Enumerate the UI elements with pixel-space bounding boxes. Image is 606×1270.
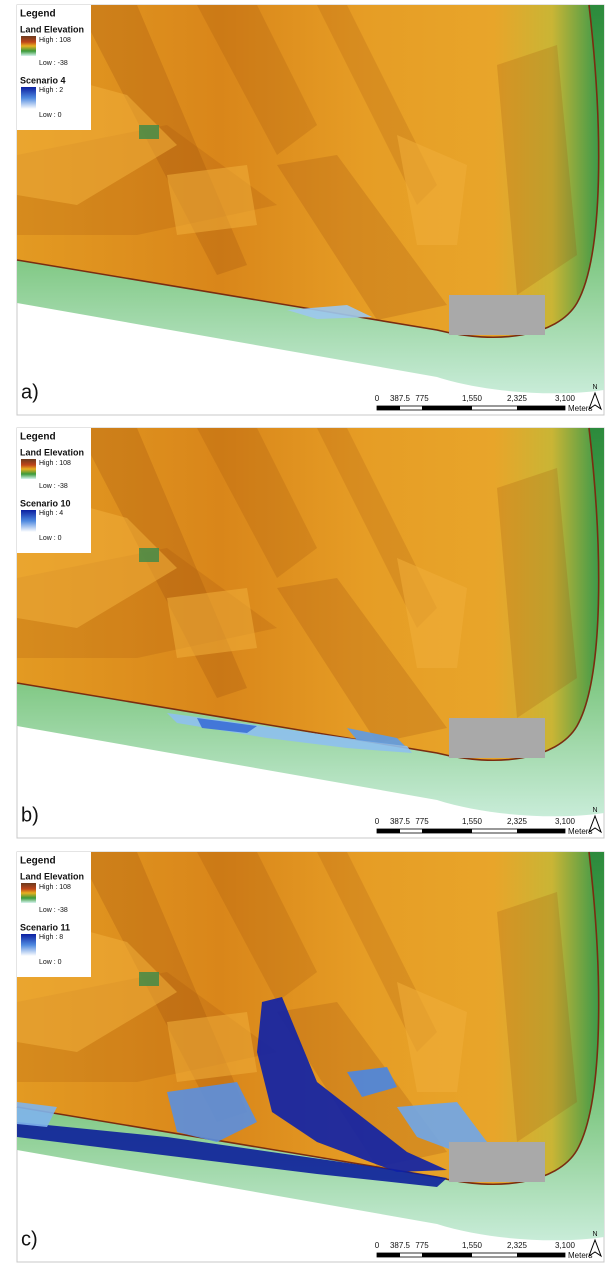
scale-bar-segment <box>517 829 565 833</box>
legend-layer-name: Land Elevation <box>20 24 84 34</box>
legend-layer-name: Scenario 11 <box>20 922 70 932</box>
north-label: N <box>592 807 597 814</box>
scale-tick-label: 0 <box>375 394 380 403</box>
legend-low: Low : -38 <box>39 60 68 67</box>
scale-tick-label: 3,100 <box>555 817 576 826</box>
scale-tick-label: 775 <box>415 394 429 403</box>
legend-swatch <box>21 36 36 56</box>
masked-area <box>449 1142 545 1182</box>
legend-swatch <box>21 87 36 109</box>
legend-swatch <box>21 883 36 903</box>
terrain-plain <box>167 1012 257 1082</box>
panel-label: a) <box>21 381 39 403</box>
scale-bar-segment <box>422 406 472 410</box>
scale-bar-segment <box>517 406 565 410</box>
scale-tick-label: 2,325 <box>507 1241 528 1250</box>
map-panel: Legend Land Elevation High : 108 Low : -38 S… <box>17 428 604 838</box>
scale-bar-segment <box>377 406 400 410</box>
legend-high: High : 108 <box>39 460 71 467</box>
legend-high: High : 108 <box>39 884 71 891</box>
legend-high: High : 108 <box>39 37 71 44</box>
legend-layer-name: Scenario 10 <box>20 498 71 508</box>
scale-tick-label: 775 <box>415 1241 429 1250</box>
scale-tick-label: 0 <box>375 1241 380 1250</box>
scale-tick-label: 1,550 <box>462 817 483 826</box>
legend-low: Low : 0 <box>39 112 62 119</box>
scale-bar-segment <box>377 1253 400 1257</box>
scale-tick-label: 387.5 <box>390 394 411 403</box>
legend-low: Low : -38 <box>39 907 68 914</box>
figure: Legend Land Elevation High : 108 Low : -38 S… <box>0 0 606 1265</box>
north-label: N <box>592 384 597 391</box>
scale-tick-label: 1,550 <box>462 1241 483 1250</box>
legend-high: High : 8 <box>39 934 63 941</box>
green-patch <box>139 125 159 139</box>
legend-low: Low : 0 <box>39 535 62 542</box>
scale-tick-label: 387.5 <box>390 817 411 826</box>
scale-tick-label: 387.5 <box>390 1241 411 1250</box>
scale-bar-segment <box>377 829 400 833</box>
scale-tick-label: 775 <box>415 817 429 826</box>
panel-label: b) <box>21 804 39 826</box>
map-panel: Legend Land Elevation High : 108 Low : -38 S… <box>17 5 604 415</box>
legend-title: Legend <box>20 856 56 867</box>
terrain-plain <box>167 165 257 235</box>
legend-low: Low : 0 <box>39 959 62 966</box>
north-label: N <box>592 1231 597 1238</box>
terrain-plain <box>167 588 257 658</box>
legend-swatch <box>21 510 36 532</box>
legend-swatch <box>21 459 36 479</box>
scale-tick-label: 3,100 <box>555 1241 576 1250</box>
masked-area <box>449 718 545 758</box>
scale-bar-segment <box>422 829 472 833</box>
legend-swatch <box>21 934 36 956</box>
legend-layer-name: Scenario 4 <box>20 75 66 85</box>
scale-tick-label: 1,550 <box>462 394 483 403</box>
scale-bar-segment <box>422 1253 472 1257</box>
legend-layer-name: Land Elevation <box>20 871 84 881</box>
legend-low: Low : -38 <box>39 483 68 490</box>
legend-layer-name: Land Elevation <box>20 447 84 457</box>
masked-area <box>449 295 545 335</box>
map-panel: Legend Land Elevation High : 108 Low : -38 S… <box>17 852 604 1262</box>
scale-tick-label: 2,325 <box>507 394 528 403</box>
scale-tick-label: 0 <box>375 817 380 826</box>
scale-bar-segment <box>517 1253 565 1257</box>
legend-title: Legend <box>20 432 56 443</box>
panel-label: c) <box>21 1228 38 1250</box>
legend-title: Legend <box>20 9 56 20</box>
green-patch <box>139 972 159 986</box>
scale-tick-label: 3,100 <box>555 394 576 403</box>
green-patch <box>139 548 159 562</box>
scale-tick-label: 2,325 <box>507 817 528 826</box>
legend-high: High : 2 <box>39 87 63 94</box>
legend-high: High : 4 <box>39 510 63 517</box>
